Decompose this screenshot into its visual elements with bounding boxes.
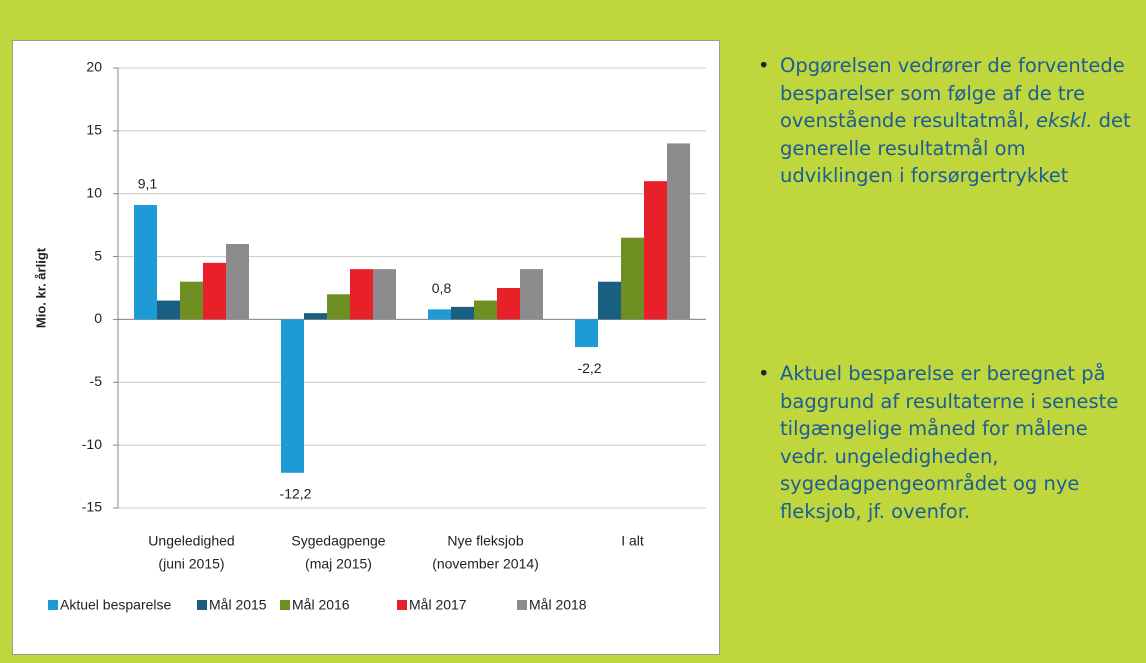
bullet-text: ekskl. bbox=[1036, 109, 1093, 132]
bar bbox=[474, 300, 497, 320]
legend-label: Mål 2016 bbox=[292, 597, 350, 613]
x-tick-label: Sygedagpenge bbox=[291, 533, 385, 549]
bar bbox=[203, 262, 226, 320]
bar bbox=[667, 143, 690, 320]
bar bbox=[428, 309, 451, 320]
y-tick-label: 15 bbox=[86, 122, 102, 138]
bar bbox=[226, 244, 249, 320]
bullet: Opgørelsen vedrører de forventede bespar… bbox=[758, 52, 1142, 190]
legend-swatch bbox=[280, 600, 290, 610]
data-label: 9,1 bbox=[138, 176, 158, 192]
y-tick-label: -15 bbox=[82, 499, 102, 515]
bar bbox=[621, 237, 644, 320]
x-tick-label: Nye fleksjob bbox=[447, 533, 523, 549]
bar bbox=[157, 300, 180, 320]
y-tick-label: 5 bbox=[94, 247, 102, 263]
x-tick-label: (november 2014) bbox=[432, 556, 539, 572]
data-label: 0,8 bbox=[432, 280, 452, 296]
bullet-text: det generelle resultatmål om udviklingen… bbox=[780, 109, 1131, 187]
y-tick-label: 10 bbox=[86, 184, 102, 200]
legend-swatch bbox=[197, 600, 207, 610]
legend-label: Mål 2017 bbox=[409, 597, 467, 613]
bar bbox=[520, 269, 543, 320]
x-tick-label: I alt bbox=[621, 533, 644, 549]
x-tick-label: Ungeledighed bbox=[148, 533, 234, 549]
legend-label: Aktuel besparelse bbox=[60, 597, 172, 613]
bullet-text: Aktuel besparelse er beregnet på baggrun… bbox=[780, 362, 1119, 523]
legend-swatch bbox=[517, 600, 527, 610]
data-label: -12,2 bbox=[280, 486, 312, 502]
bar bbox=[350, 269, 373, 320]
legend-label: Mål 2018 bbox=[529, 597, 587, 613]
bar bbox=[373, 269, 396, 320]
y-tick-label: 0 bbox=[94, 310, 102, 326]
bar bbox=[451, 306, 474, 320]
legend-swatch bbox=[397, 600, 407, 610]
bar bbox=[644, 181, 667, 320]
bar bbox=[180, 281, 203, 320]
bar bbox=[598, 281, 621, 320]
bar bbox=[497, 288, 520, 320]
bar bbox=[327, 294, 350, 320]
legend-label: Mål 2015 bbox=[209, 597, 267, 613]
bar bbox=[575, 319, 598, 348]
bar bbox=[304, 313, 327, 320]
bar bbox=[281, 319, 304, 473]
bullet: Aktuel besparelse er beregnet på baggrun… bbox=[758, 360, 1142, 525]
y-axis-label: Mio. kr. årligt bbox=[33, 247, 48, 328]
x-tick-label: (maj 2015) bbox=[305, 556, 372, 572]
legend-swatch bbox=[48, 600, 58, 610]
chart-panel bbox=[12, 40, 720, 655]
bullet-text: Opgørelsen vedrører de forventede bespar… bbox=[780, 54, 1125, 132]
bar bbox=[134, 205, 157, 320]
y-tick-label: -5 bbox=[90, 373, 103, 389]
data-label: -2,2 bbox=[577, 360, 601, 376]
x-tick-label: (juni 2015) bbox=[158, 556, 224, 572]
y-tick-label: 20 bbox=[86, 59, 102, 75]
y-tick-label: -10 bbox=[82, 436, 102, 452]
